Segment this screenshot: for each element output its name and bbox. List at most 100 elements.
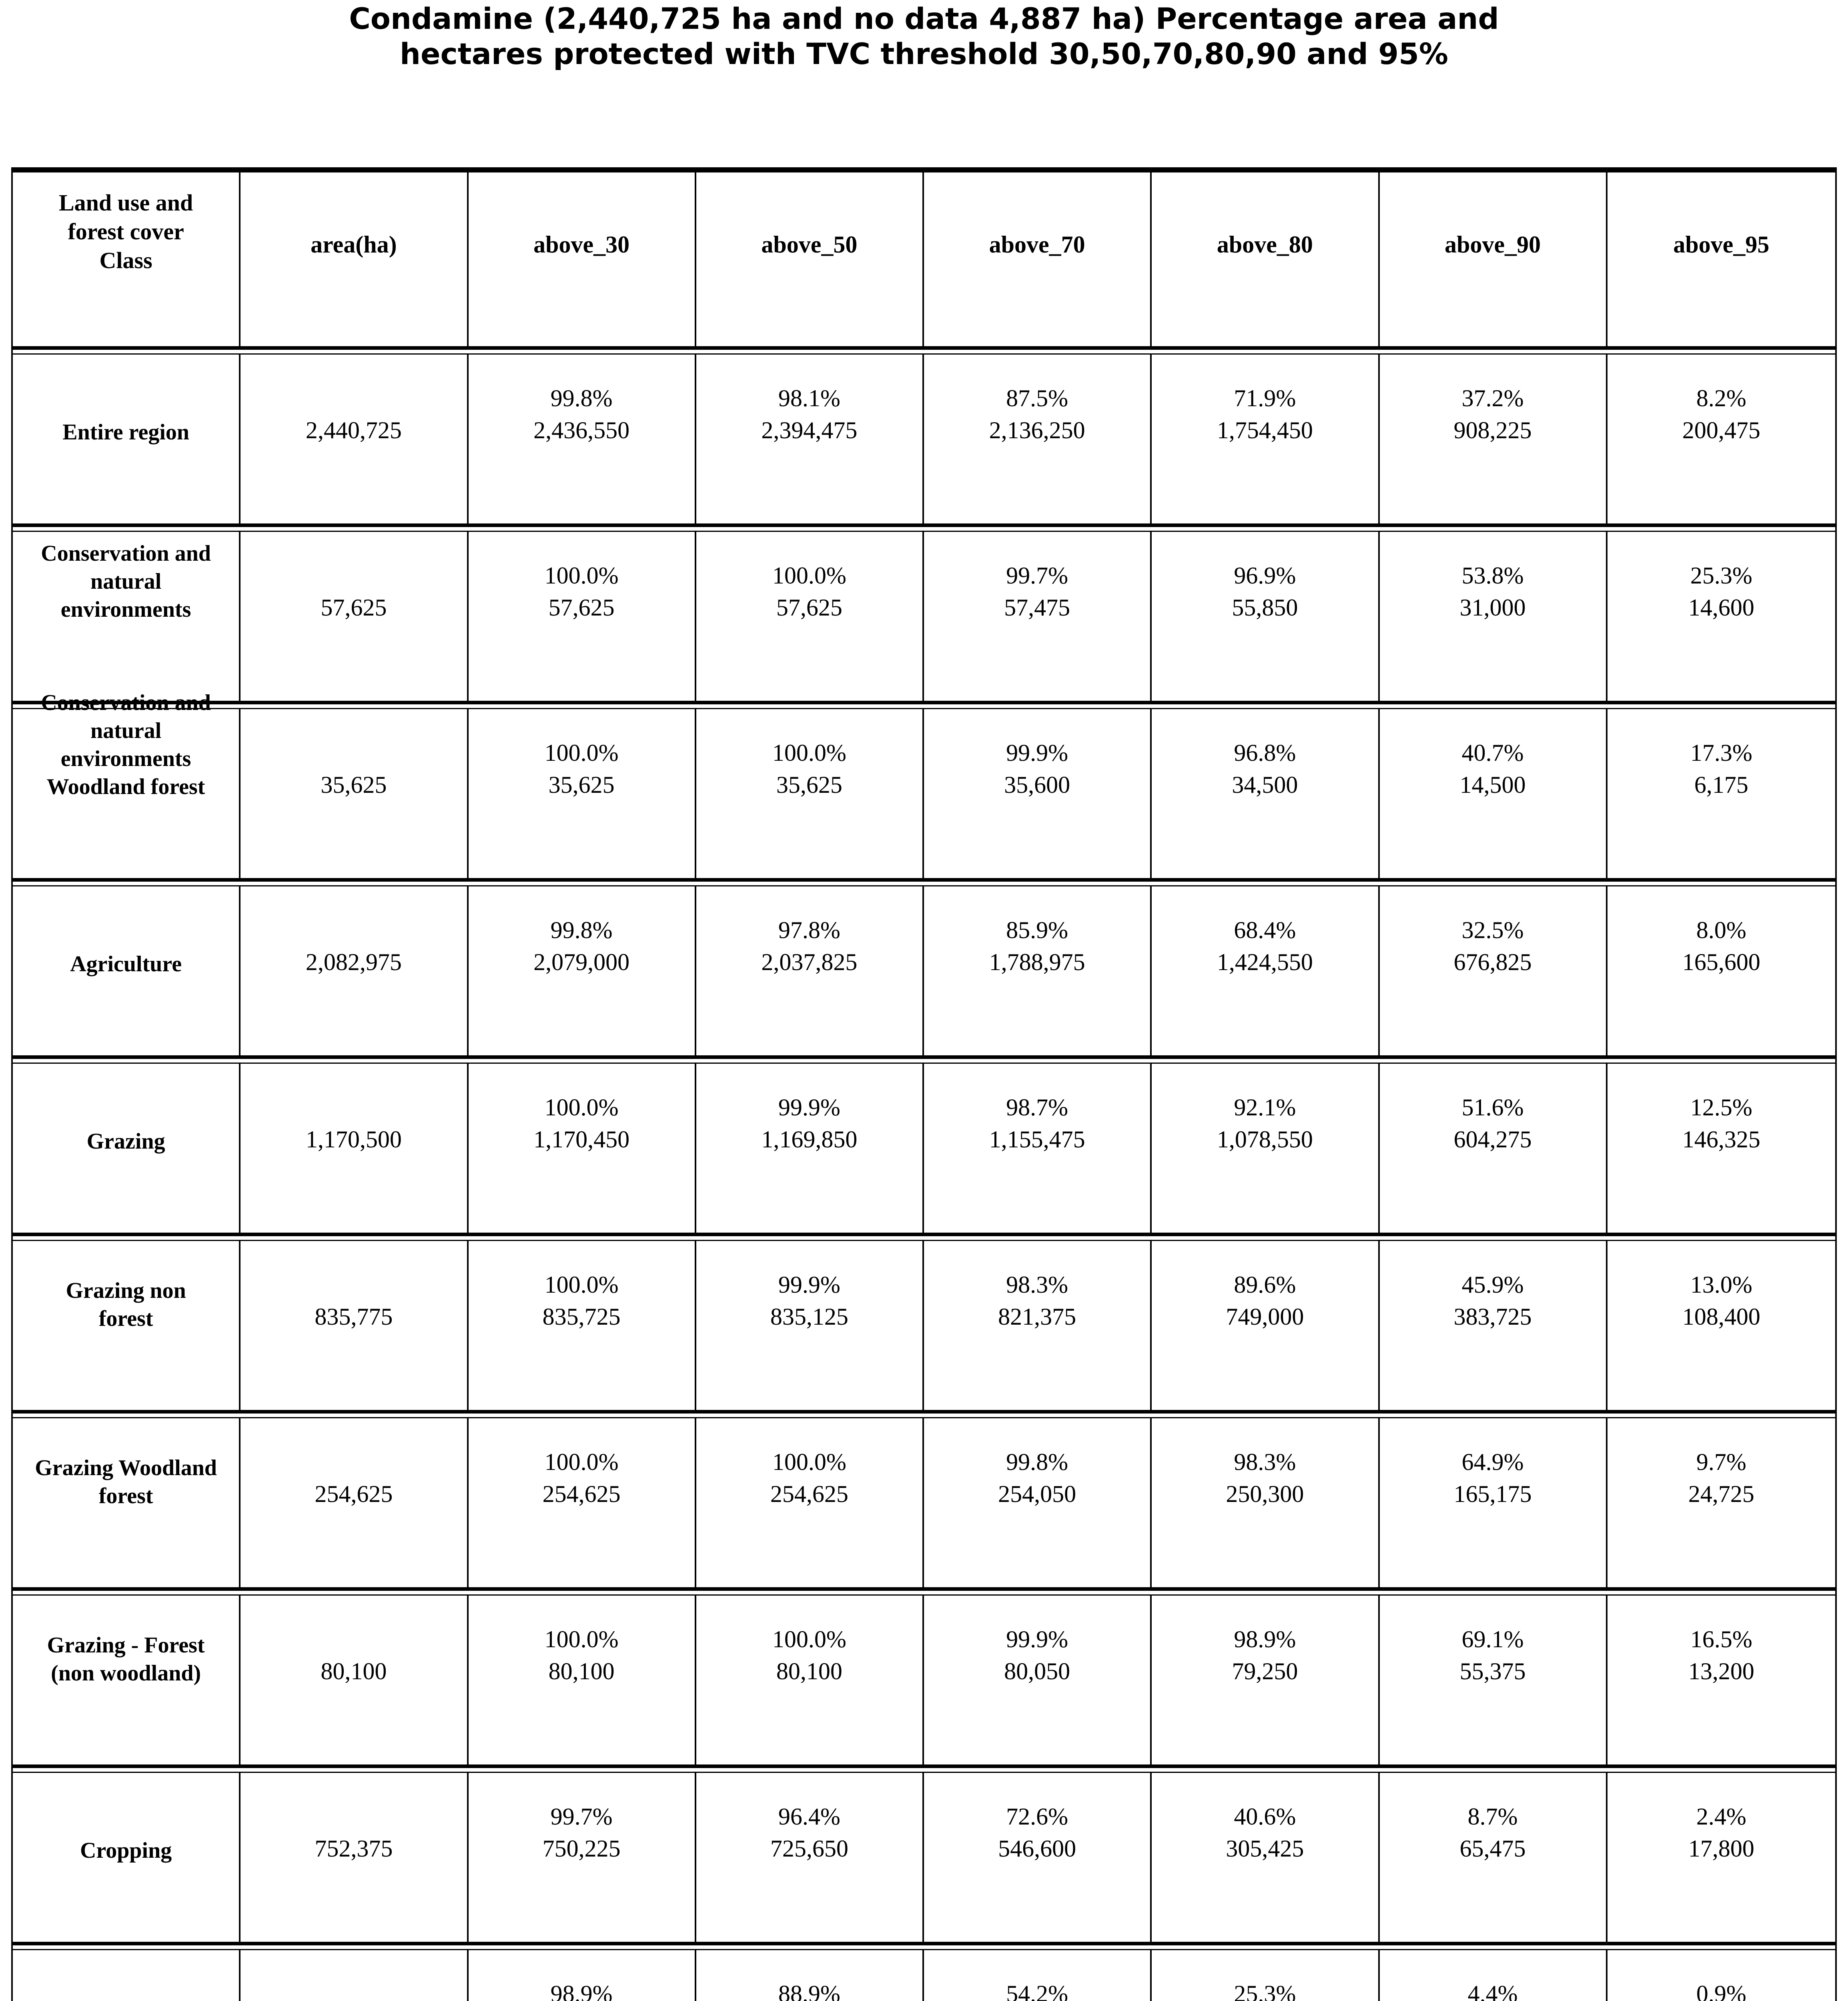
cell-above-95: 16.5% 13,200	[1607, 1596, 1835, 1764]
ha-above-70: 80,050	[1004, 1658, 1070, 1684]
table-row: Grazing 1,170,500 100.0% 1,170,450 99.9% 1…	[13, 1064, 1835, 1233]
ha-above-90: 908,225	[1453, 417, 1532, 443]
pct-above-95: 8.0%	[1696, 917, 1746, 943]
ha-above-80: 79,250	[1232, 1658, 1298, 1684]
ha-above-95: 6,175	[1694, 772, 1748, 798]
ha-above-50: 835,125	[770, 1303, 848, 1330]
pct-above-30: 100.0%	[544, 1449, 619, 1475]
ha-above-95: 146,325	[1682, 1126, 1760, 1153]
pct-above-50: 97.8%	[778, 917, 840, 943]
area-value: 835,775	[315, 1303, 393, 1330]
ha-above-80: 1,754,450	[1217, 417, 1313, 443]
pct-above-80: 96.8%	[1234, 740, 1296, 766]
area-value: 2,082,975	[305, 949, 402, 975]
table-row: Grazing - Forest (non woodland) 80,100 1…	[13, 1596, 1835, 1764]
pct-above-95: 0.9%	[1696, 1981, 1746, 2001]
header-label-above-70: above_70	[989, 231, 1085, 258]
row-label: Grazing non forest	[66, 1278, 186, 1331]
page-title-line1: Condamine (2,440,725 ha and no data 4,88…	[349, 2, 1499, 36]
pct-above-90: 8.7%	[1467, 1803, 1518, 1830]
cell-above-80: 89.6% 749,000	[1152, 1241, 1380, 1410]
ha-above-50: 1,169,850	[761, 1126, 858, 1153]
table-row: Entire region 2,440,725 99.8% 2,436,550 9…	[13, 355, 1835, 523]
pct-above-95: 12.5%	[1690, 1094, 1752, 1121]
cell-class: Cropping	[13, 1773, 241, 1942]
pct-above-50: 99.9%	[778, 1094, 840, 1121]
header-label-above-80: above_80	[1217, 231, 1313, 258]
cell-class: Conservation and natural environments Wo…	[13, 690, 241, 878]
row-separator	[13, 1233, 1835, 1241]
pct-above-90: 64.9%	[1461, 1449, 1524, 1475]
row-separator	[13, 1942, 1835, 1950]
cell-above-50: 100.0% 57,625	[696, 532, 924, 701]
ha-above-70: 2,136,250	[989, 417, 1085, 443]
pct-above-70: 98.3%	[1006, 1271, 1068, 1298]
pct-above-70: 99.9%	[1006, 1626, 1068, 1652]
ha-above-30: 750,225	[542, 1835, 621, 1862]
ha-above-90: 676,825	[1453, 949, 1532, 975]
pct-above-90: 40.7%	[1461, 740, 1524, 766]
cell-above-95: 0.9%1,475	[1607, 1950, 1835, 2001]
cell-class: Grazing	[13, 1064, 241, 1233]
cell-area: 835,775	[241, 1241, 469, 1410]
area-value: 2,440,725	[305, 417, 402, 443]
header-label-above-50: above_50	[761, 231, 858, 258]
ha-above-50: 254,625	[770, 1481, 848, 1507]
ha-above-30: 835,725	[542, 1303, 621, 1330]
ha-above-90: 31,000	[1459, 594, 1526, 621]
ha-above-95: 108,400	[1682, 1303, 1760, 1330]
cell-above-50: 88.9%142,050	[696, 1950, 924, 2001]
pct-above-95: 16.5%	[1690, 1626, 1752, 1652]
table-row: Grazing non forest 835,775 100.0% 835,725…	[13, 1241, 1835, 1410]
area-value: 254,625	[315, 1481, 393, 1507]
ha-above-90: 14,500	[1459, 772, 1526, 798]
ha-above-30: 1,170,450	[533, 1126, 630, 1153]
cell-class: Conservation and natural environments	[13, 532, 241, 701]
cell-area: 1,170,500	[241, 1064, 469, 1233]
cell-area: 2,440,725	[241, 355, 469, 523]
cell-above-95: 8.0% 165,600	[1607, 886, 1835, 1055]
cell-area: 35,625	[241, 709, 469, 878]
cell-above-30: 99.8% 2,079,000	[469, 886, 696, 1055]
area-value: 1,170,500	[305, 1126, 402, 1153]
header-cell-above-90: above_90	[1380, 172, 1607, 346]
ha-above-90: 65,475	[1459, 1835, 1526, 1862]
header-label-area: area(ha)	[311, 231, 397, 258]
cell-above-50: 96.4% 725,650	[696, 1773, 924, 1942]
pct-above-70: 85.9%	[1006, 917, 1068, 943]
cell-above-30: 100.0% 35,625	[469, 709, 696, 878]
area-value: 752,375	[315, 1835, 393, 1862]
header-cell-above-70: above_70	[924, 172, 1152, 346]
pct-above-30: 100.0%	[544, 1271, 619, 1298]
ha-above-50: 725,650	[770, 1835, 848, 1862]
row-separator	[13, 1055, 1835, 1064]
cell-above-80: 96.9% 55,850	[1152, 532, 1380, 701]
cell-above-90: 45.9% 383,725	[1380, 1241, 1607, 1410]
ha-above-70: 1,155,475	[989, 1126, 1085, 1153]
cell-above-80: 68.4% 1,424,550	[1152, 886, 1380, 1055]
cell-above-70: 87.5% 2,136,250	[924, 355, 1152, 523]
ha-above-95: 17,800	[1688, 1835, 1754, 1862]
pct-above-80: 98.3%	[1234, 1449, 1296, 1475]
header-label-above-95: above_95	[1673, 231, 1770, 258]
pct-above-90: 53.8%	[1461, 562, 1524, 589]
cell-above-30: 100.0% 835,725	[469, 1241, 696, 1410]
pct-above-90: 4.4%	[1467, 1981, 1518, 2001]
cell-above-90: 40.7% 14,500	[1380, 709, 1607, 878]
cell-above-50: 97.8% 2,037,825	[696, 886, 924, 1055]
ha-above-30: 57,625	[548, 594, 615, 621]
pct-above-70: 54.2%	[1006, 1981, 1068, 2001]
ha-above-50: 2,394,475	[761, 417, 858, 443]
cell-above-70: 98.3% 821,375	[924, 1241, 1152, 1410]
ha-above-30: 2,079,000	[533, 949, 630, 975]
cell-above-50: 99.9% 835,125	[696, 1241, 924, 1410]
pct-above-90: 45.9%	[1461, 1271, 1524, 1298]
cell-above-30: 100.0% 1,170,450	[469, 1064, 696, 1233]
cell-class: Grazing non forest	[13, 1241, 241, 1410]
pct-above-95: 8.2%	[1696, 385, 1746, 411]
table-row: Conservation and natural environments 57…	[13, 532, 1835, 701]
header-label-above-90: above_90	[1445, 231, 1541, 258]
pct-above-50: 100.0%	[772, 740, 846, 766]
cell-above-95: 8.2% 200,475	[1607, 355, 1835, 523]
cell-above-90: 32.5% 676,825	[1380, 886, 1607, 1055]
